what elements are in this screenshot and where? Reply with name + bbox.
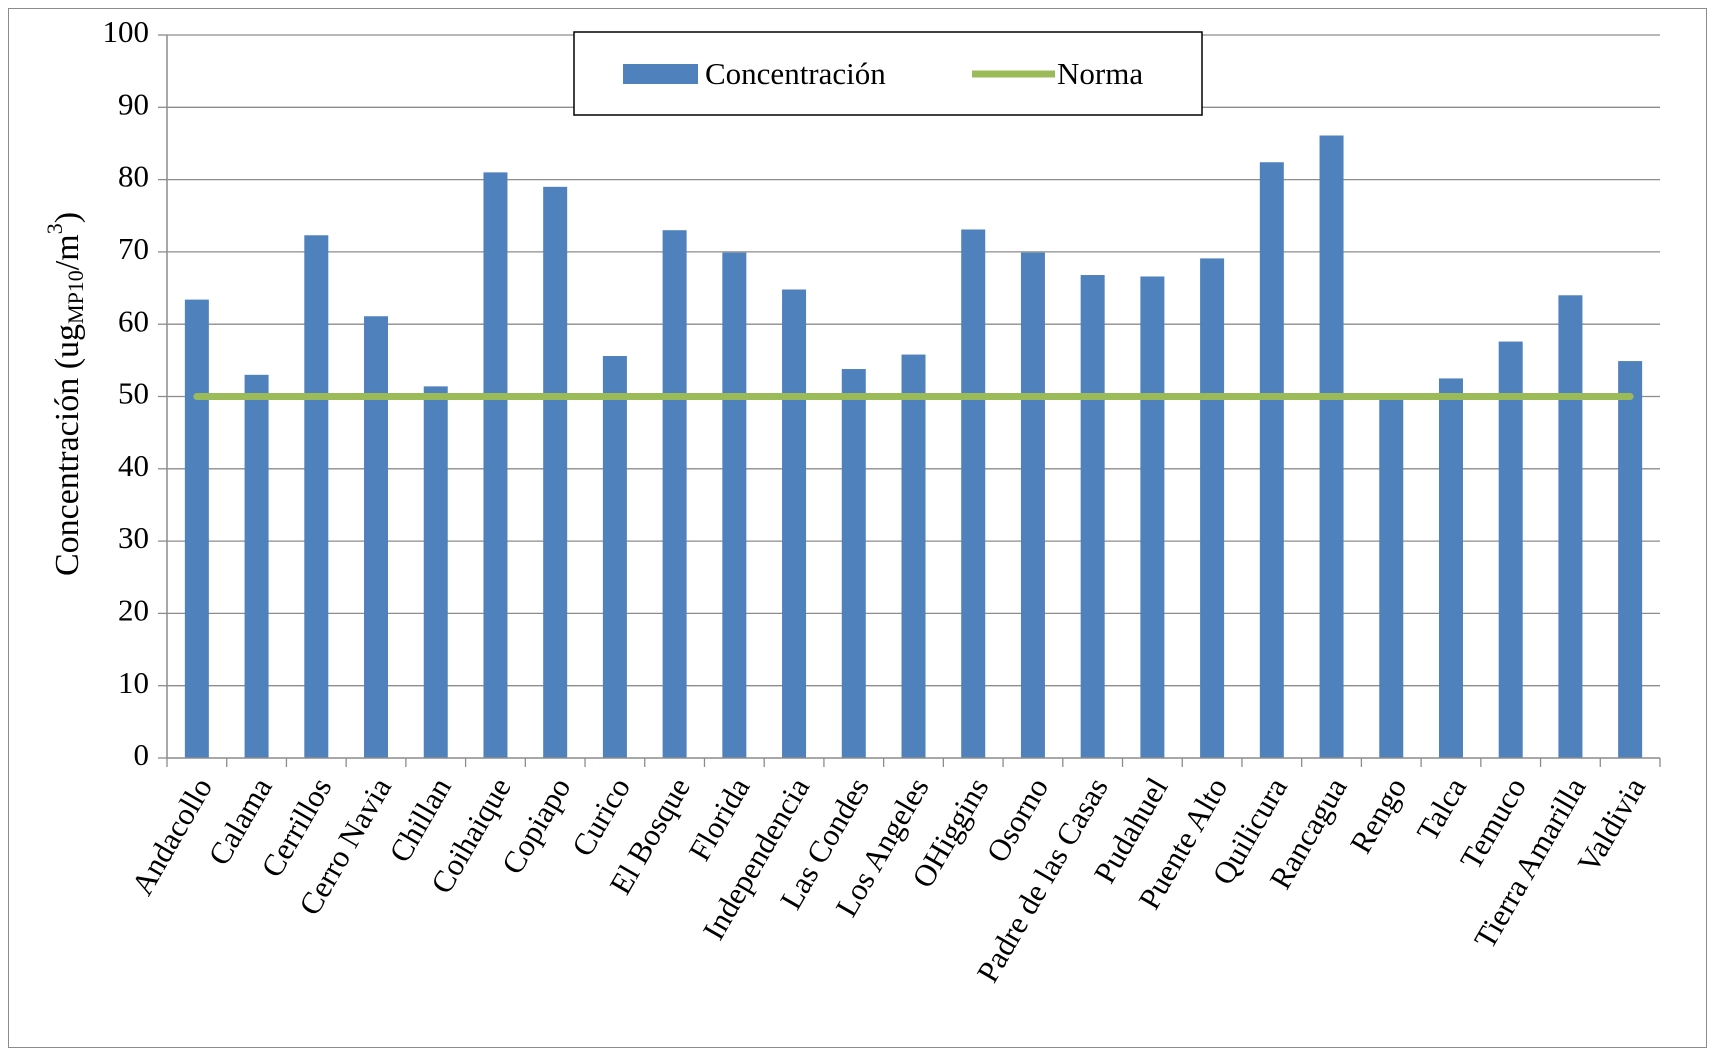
bar-calama	[244, 374, 269, 758]
bar-tierra-amarilla	[1558, 295, 1583, 758]
bar-los-angeles	[901, 354, 926, 758]
legend-label-norma: Norma	[1057, 56, 1143, 91]
legend: Concentración Norma	[573, 31, 1203, 116]
bar-cerrillos	[304, 235, 329, 758]
y-tick-label-50: 50	[118, 376, 149, 411]
y-tick-label-20: 20	[118, 593, 149, 628]
y-tick-label-40: 40	[118, 448, 149, 483]
bar-rancagua	[1319, 135, 1344, 758]
bar-pudahuel	[1140, 276, 1165, 758]
y-axis-title-superscript: 3	[42, 223, 67, 234]
bar-copiapo	[543, 186, 568, 758]
bar-padre-de-las-casas	[1080, 275, 1105, 758]
axes-layer	[166, 35, 1661, 767]
bar-curico	[602, 356, 627, 758]
bar-puente-alto	[1200, 258, 1225, 758]
bar-valdivia	[1618, 361, 1643, 758]
bar-osorno	[1020, 252, 1045, 759]
y-tick-label-70: 70	[118, 231, 149, 266]
y-axis-title-subscript: MP10	[63, 270, 88, 324]
bar-ohiggins	[961, 229, 986, 758]
y-axis-title-main: Concentración (ug	[49, 324, 86, 576]
x-tick-label-rengo: Rengo	[1343, 772, 1414, 860]
y-tick-label-90: 90	[118, 86, 149, 121]
y-tick-labels: 0 10 20 30 40 50 60 70 80 90 100	[103, 14, 150, 772]
y-axis-title-end: )	[49, 212, 86, 223]
bar-independencia	[782, 289, 807, 758]
y-axis-title: Concentración (ugMP10/m3)	[42, 212, 88, 576]
y-axis-title-middle: /m	[49, 234, 86, 270]
x-tick-label-andacollo: Andacollo	[124, 772, 219, 901]
bar-coihaique	[483, 172, 508, 758]
x-tick-label-talca: Talca	[1410, 771, 1474, 846]
y-tick-label-0: 0	[134, 737, 150, 772]
bar-talca	[1438, 378, 1463, 758]
bar-andacollo	[184, 299, 209, 758]
y-tick-label-100: 100	[103, 14, 150, 49]
bar-chillan	[423, 386, 448, 758]
legend-label-concentracion: Concentración	[705, 56, 886, 91]
bar-el-bosque	[662, 230, 687, 758]
bar-rengo	[1379, 395, 1404, 758]
bar-las-condes	[841, 369, 866, 758]
y-tick-label-60: 60	[118, 303, 149, 338]
legend-swatch-concentracion	[623, 64, 698, 84]
bar-cerro-navia	[364, 316, 389, 758]
bar-florida	[722, 252, 747, 759]
bars-layer	[184, 135, 1643, 759]
bar-temuco	[1498, 341, 1523, 758]
bar-quilicura	[1259, 162, 1284, 759]
y-tick-label-30: 30	[118, 520, 149, 555]
y-tick-label-10: 10	[118, 665, 149, 700]
y-tick-label-80: 80	[118, 159, 149, 194]
